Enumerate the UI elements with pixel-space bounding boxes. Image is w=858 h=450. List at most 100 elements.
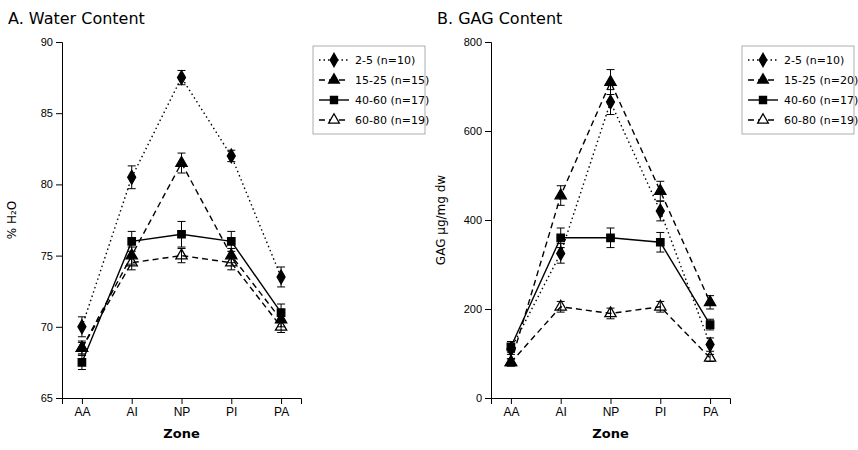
y-tick: 70: [41, 321, 62, 333]
legend-item: 15-25 (n=15): [319, 74, 429, 87]
error-bar-cap: [128, 165, 136, 166]
error-bar-cap: [557, 228, 565, 229]
axis-line: [492, 399, 731, 405]
legend-item: 40-60 (n=17): [319, 94, 429, 107]
point: [704, 351, 715, 361]
error-bar-stem: [281, 321, 282, 332]
error-bar: [227, 231, 235, 251]
legend-item: 2-5 (n=10): [748, 53, 844, 66]
error-bar-cap: [78, 353, 86, 354]
point: [555, 189, 566, 199]
error-bar: [128, 231, 136, 251]
legend-label: 15-25 (n=15): [355, 74, 429, 87]
y-axis: 657075808590: [41, 36, 63, 404]
tick-mark: [511, 398, 512, 404]
error-bar-cap: [507, 341, 515, 342]
point: [275, 320, 286, 330]
point: [126, 256, 137, 266]
error-bar-cap: [706, 319, 714, 320]
series: [507, 228, 714, 352]
error-bar-cap: [128, 231, 136, 232]
point: [176, 249, 187, 259]
point: [706, 338, 714, 352]
tick-mark: [56, 256, 62, 257]
point: [76, 342, 87, 352]
chart-title: A. Water Content: [8, 9, 145, 28]
series-line: [511, 307, 710, 363]
x-axis-title: Zone: [163, 426, 200, 441]
plot-area: [505, 70, 715, 366]
error-bar: [178, 221, 186, 247]
y-tick: 75: [41, 250, 62, 262]
legend-marker: [329, 114, 340, 123]
error-bar-cap: [656, 232, 664, 233]
tick-label: PI: [655, 405, 666, 419]
legend-marker: [759, 53, 767, 66]
error-bar: [128, 166, 136, 189]
legend-label: 15-25 (n=20): [784, 74, 858, 87]
error-bar: [78, 342, 86, 353]
x-axis: AAAINPPIPA: [492, 398, 731, 419]
error-bar-cap: [656, 200, 664, 201]
error-bar-cap: [78, 316, 86, 317]
legend-label: 40-60 (n=17): [784, 94, 858, 107]
error-bar-cap: [277, 304, 285, 305]
point: [657, 239, 664, 246]
error-bar-cap: [178, 247, 186, 248]
point: [655, 300, 666, 310]
error-bar-cap: [78, 355, 86, 356]
error-bar-cap: [557, 247, 565, 248]
legend: 2-5 (n=10)15-25 (n=20)40-60 (n=17)60-80 …: [742, 46, 858, 134]
error-bar: [178, 248, 186, 262]
legend-item: 60-80 (n=19): [319, 114, 429, 127]
x-tick: AA: [503, 398, 519, 419]
error-bar-cap: [656, 220, 664, 221]
point: [557, 234, 564, 241]
panel: 0200400600800AAAINPPIPAZoneGAG μg/mg dwB…: [434, 9, 858, 441]
tick-mark: [281, 398, 282, 404]
series: [76, 248, 286, 353]
tick-mark: [56, 113, 62, 114]
error-bar-cap: [178, 221, 186, 222]
tick-mark: [56, 42, 62, 43]
error-bar: [507, 341, 515, 352]
tick-mark: [485, 131, 491, 132]
y-tick: 65: [41, 392, 62, 404]
point: [277, 309, 284, 316]
error-bar: [128, 256, 136, 270]
point: [277, 270, 285, 284]
y-tick: 80: [41, 178, 62, 190]
tick-mark: [182, 398, 183, 404]
tick-mark: [56, 184, 62, 185]
legend-item: 2-5 (n=10): [319, 53, 415, 66]
series-line: [511, 82, 710, 362]
legend-marker: [759, 96, 766, 103]
tick-mark: [485, 42, 491, 43]
error-bar-cap: [656, 181, 664, 182]
y-tick: 85: [41, 107, 62, 119]
error-bar-stem: [710, 354, 711, 361]
x-tick: NP: [174, 398, 191, 419]
legend-marker: [758, 74, 769, 83]
tick-mark: [485, 309, 491, 310]
error-bar-cap: [78, 369, 86, 370]
error-bar: [656, 201, 664, 221]
error-bar-cap: [557, 312, 565, 313]
legend-marker: [330, 53, 338, 66]
x-tick: AA: [74, 398, 90, 419]
legend-item: 40-60 (n=17): [748, 94, 858, 107]
error-bar-cap: [128, 251, 136, 252]
panel: 657075808590AAAINPPIPAZone% H₂OA. Water …: [5, 9, 429, 441]
x-tick: AI: [556, 398, 567, 419]
error-bar-cap: [227, 251, 235, 252]
tick-mark: [710, 398, 711, 404]
error-bar-cap: [227, 231, 235, 232]
error-bar-stem: [510, 359, 511, 366]
chart-svg: 657075808590AAAINPPIPAZone% H₂OA. Water …: [0, 0, 858, 450]
error-bar-cap: [607, 247, 615, 248]
point: [176, 157, 187, 167]
tick-mark: [561, 398, 562, 404]
tick-label: 75: [41, 250, 53, 262]
error-bar-cap: [507, 358, 515, 359]
error-bar: [557, 228, 565, 248]
